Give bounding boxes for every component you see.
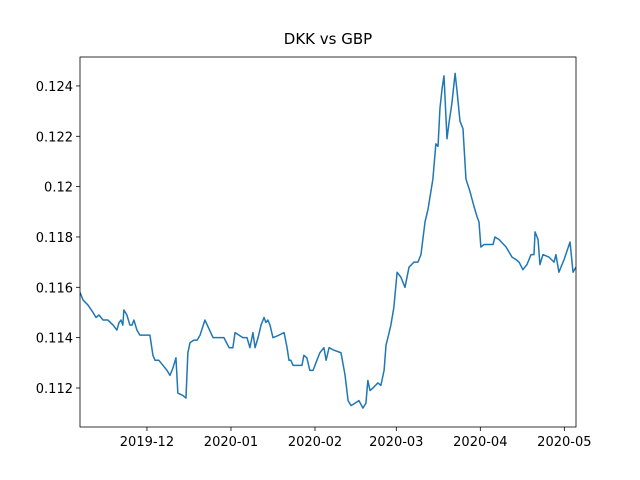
y-tick-label: 0.122 bbox=[36, 130, 73, 145]
x-tick-label: 2019-12 bbox=[120, 435, 174, 450]
plot-frame bbox=[79, 56, 577, 428]
x-tick-label: 2020-01 bbox=[204, 435, 258, 450]
x-tick-label: 2020-03 bbox=[369, 435, 423, 450]
y-tick-label: 0.116 bbox=[36, 281, 73, 296]
line-series bbox=[80, 72, 576, 409]
x-tick-label: 2020-05 bbox=[537, 435, 591, 450]
y-tick-label: 0.12 bbox=[44, 181, 73, 196]
y-tick-label: 0.124 bbox=[36, 80, 73, 95]
x-tick-label: 2020-02 bbox=[288, 435, 342, 450]
y-tick-label: 0.114 bbox=[36, 332, 73, 347]
x-tick-label: 2020-04 bbox=[453, 435, 507, 450]
chart-title: DKK vs GBP bbox=[284, 30, 372, 48]
y-tick-label: 0.118 bbox=[36, 231, 73, 246]
y-tick-label: 0.112 bbox=[36, 382, 73, 397]
